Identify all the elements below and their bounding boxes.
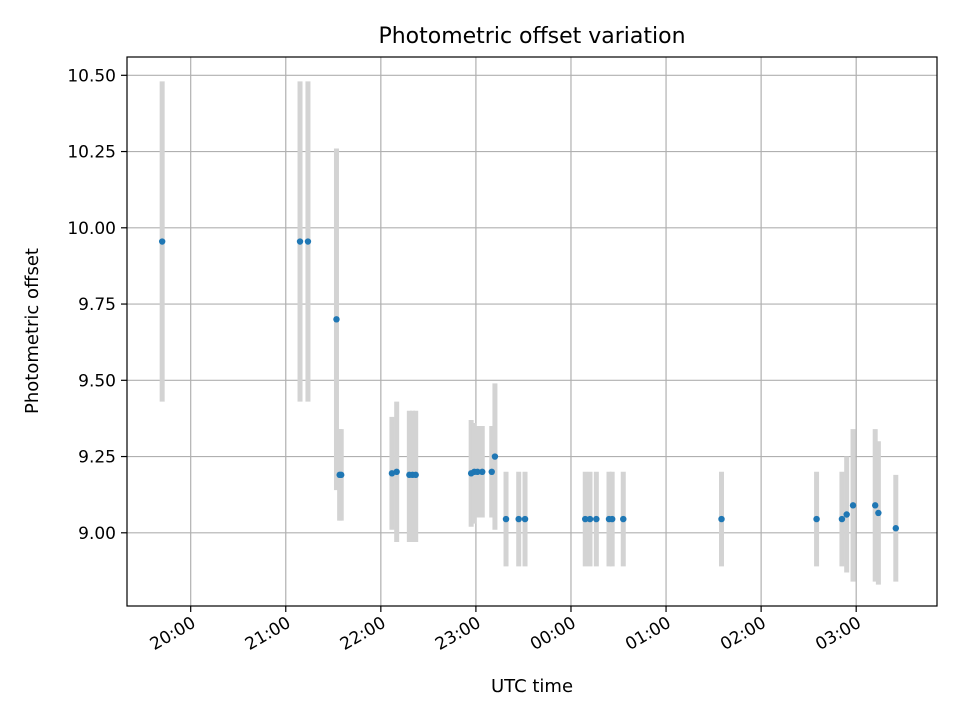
data-point	[474, 468, 481, 475]
data-point	[582, 515, 589, 523]
y-axis: 9.00 9.25 9.50 9.75 10.00 10.25 10.50	[67, 66, 127, 544]
errorbar-layer	[159, 81, 899, 585]
x-tick-label: 01:00	[622, 613, 674, 655]
data-point	[849, 502, 857, 509]
x-tick-label: 20:00	[147, 613, 199, 655]
chart-title: Photometric offset variation	[378, 24, 685, 49]
data-point	[338, 471, 345, 479]
y-axis-label: Photometric offset	[22, 248, 43, 414]
x-tick-label: 22:00	[337, 613, 389, 655]
data-point	[586, 515, 594, 523]
x-tick-label: 21:00	[242, 613, 294, 655]
x-axis-label: UTC time	[491, 676, 573, 697]
y-tick-label: 10.50	[67, 66, 116, 86]
data-point	[813, 515, 820, 523]
data-point	[515, 515, 522, 523]
y-tick-label: 10.00	[67, 219, 116, 239]
plot-frame	[126, 56, 938, 607]
data-point	[843, 511, 850, 518]
data-point	[718, 515, 725, 523]
x-tick-label: 02:00	[717, 613, 769, 655]
y-tick-label: 9.25	[78, 448, 116, 468]
data-point	[892, 525, 900, 532]
grid-layer	[127, 57, 937, 606]
x-tick-label: 00:00	[527, 613, 579, 655]
y-tick-label: 9.50	[78, 371, 116, 391]
data-point	[333, 316, 340, 323]
y-tick-label: 9.00	[78, 524, 116, 544]
data-point	[872, 502, 879, 509]
y-tick-label: 9.75	[78, 295, 116, 315]
data-point	[838, 515, 846, 523]
data-point	[488, 468, 495, 475]
x-tick-label: 23:00	[432, 613, 484, 655]
data-point	[158, 238, 166, 245]
point-layer	[158, 238, 900, 532]
x-axis: 20:00 21:00 22:00 23:00 00:00 01:00 02:00 03:00	[147, 606, 865, 655]
data-point	[620, 515, 627, 523]
data-point	[479, 468, 486, 475]
data-point	[608, 515, 616, 523]
data-point	[296, 238, 304, 245]
data-point	[521, 515, 529, 523]
x-tick-label: 03:00	[812, 613, 864, 655]
data-point	[412, 471, 419, 479]
data-point	[304, 238, 312, 245]
y-tick-label: 10.25	[67, 143, 116, 163]
data-point	[502, 515, 510, 523]
data-point	[593, 515, 600, 523]
data-point	[491, 453, 499, 460]
data-point	[875, 509, 882, 517]
data-point	[393, 468, 400, 475]
